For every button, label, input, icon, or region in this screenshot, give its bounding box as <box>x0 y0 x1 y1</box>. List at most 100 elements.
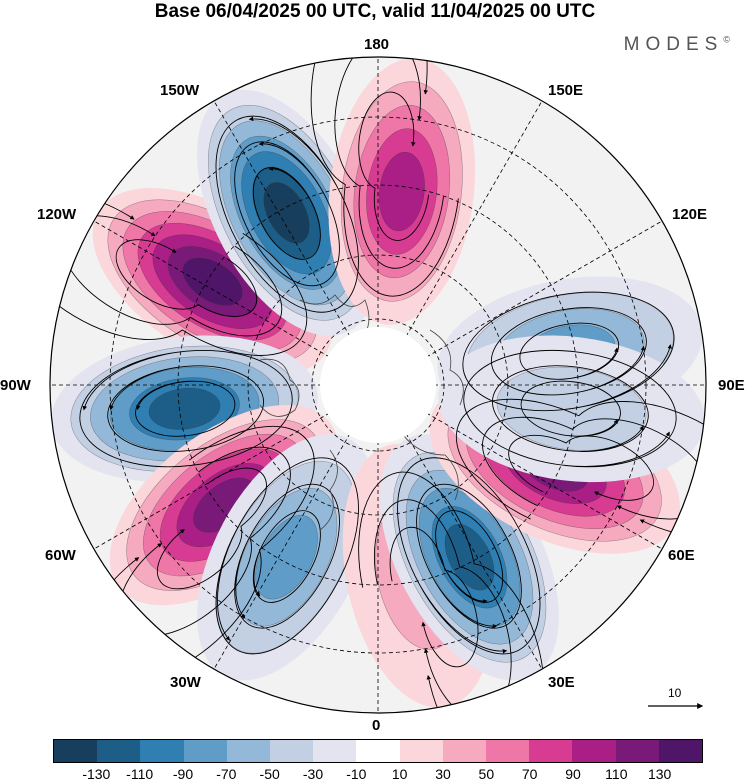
streamline <box>519 322 620 380</box>
meridian-line <box>377 100 543 386</box>
streamline <box>310 57 459 297</box>
streamline <box>234 483 340 629</box>
streamline <box>492 365 649 452</box>
streamline <box>234 141 340 287</box>
streamline <box>463 349 677 468</box>
logo-text: MODES <box>623 34 724 55</box>
streamline <box>397 457 541 655</box>
coastline <box>399 429 459 501</box>
streamline <box>520 380 621 437</box>
streamline <box>50 191 308 356</box>
circulation-streamlines <box>463 349 677 468</box>
colorbar-label: -90 <box>172 766 194 782</box>
circulation-streamlines <box>79 350 293 468</box>
colorbar-label: 50 <box>478 766 495 782</box>
colorbar-swatch <box>313 740 357 762</box>
colorbar-swatch <box>486 740 530 762</box>
meridian-line <box>377 220 663 386</box>
colorbar-label: -70 <box>216 766 237 782</box>
meridian-line <box>377 384 663 550</box>
colorbar-swatch <box>140 740 184 762</box>
anomaly-contour <box>182 257 243 306</box>
colorbar-label: -30 <box>302 766 324 782</box>
meridian-line <box>93 384 379 550</box>
lon-label-90w: 90W <box>0 377 31 394</box>
colorbar-swatch <box>572 740 616 762</box>
anomaly-contour <box>378 151 425 232</box>
colorbar-swatch <box>356 740 400 762</box>
colorbar-swatch <box>658 740 703 762</box>
streamline <box>416 483 522 629</box>
coastline <box>429 329 464 406</box>
map-border <box>49 56 707 714</box>
circulation-streamlines <box>310 57 459 297</box>
circulation-streamlines <box>358 471 545 713</box>
modes-logo: MODES© <box>624 34 730 56</box>
colorbar <box>53 739 703 763</box>
streamline <box>252 166 321 260</box>
lon-label-30e: 30E <box>548 674 575 691</box>
coastline <box>299 294 370 341</box>
latitude-circle <box>177 184 579 586</box>
anomaly-contour <box>444 524 495 591</box>
lon-label-60w: 60W <box>45 547 76 564</box>
anomaly-contour <box>255 515 318 600</box>
streamline <box>215 115 359 313</box>
coastline <box>259 358 300 417</box>
streamline <box>490 307 647 396</box>
streamline <box>215 457 359 655</box>
colorbar-swatch <box>183 740 227 762</box>
lon-label-120e: 120E <box>672 206 708 223</box>
streamline <box>79 350 293 468</box>
colorbar-swatch <box>54 740 98 762</box>
streamline <box>455 398 706 539</box>
meridian-line <box>213 384 379 670</box>
colorbar-swatch <box>226 740 271 762</box>
streamline <box>135 380 236 437</box>
copyright-mark: © <box>723 34 730 45</box>
lon-label-150e: 150E <box>548 82 584 99</box>
colorbar-swatch <box>399 740 443 762</box>
lon-label-60e: 60E <box>668 547 695 564</box>
streamline <box>252 510 321 603</box>
lon-label-180: 180 <box>364 36 390 53</box>
lon-label-0: 0 <box>372 717 381 734</box>
colorbar-label: -130 <box>82 766 111 782</box>
circulation-streamlines <box>215 457 359 655</box>
streamline <box>462 291 675 412</box>
colorbar-label: -10 <box>346 766 367 782</box>
map-title: Base 06/04/2025 00 UTC, valid 11/04/2025… <box>154 1 596 22</box>
streamline <box>107 365 265 452</box>
streamline <box>156 467 267 590</box>
colorbar-swatch <box>270 740 314 762</box>
streamline <box>115 239 258 317</box>
colorbar-swatch <box>529 740 573 762</box>
meridian-line <box>213 100 379 386</box>
circulation-streamlines <box>397 457 541 655</box>
streamline <box>435 510 504 604</box>
circulation-streamlines <box>215 115 359 313</box>
coastlines <box>259 294 464 531</box>
colorbar-swatch <box>615 740 659 762</box>
colorbar-label: -50 <box>259 766 280 782</box>
lon-label-120w: 120W <box>37 206 77 223</box>
streamline <box>358 471 545 713</box>
meridian-line <box>93 220 379 386</box>
colorbar-label: -110 <box>126 766 154 782</box>
streamline <box>334 57 444 269</box>
lon-label-150w: 150W <box>160 82 200 99</box>
reference-vector-label: 10 <box>668 686 682 700</box>
meridian-line <box>377 384 543 670</box>
graticule <box>50 57 706 713</box>
colorbar-swatch <box>97 740 141 762</box>
lon-label-90e: 90E <box>718 377 745 394</box>
latitude-circle <box>311 318 445 452</box>
streamline <box>358 91 430 241</box>
colorbar-label: 10 <box>391 766 408 782</box>
colorbar-label: 130 <box>647 766 672 782</box>
colorbar-label: 30 <box>435 766 451 782</box>
streamline <box>373 499 512 713</box>
colorbar-label: 90 <box>565 766 581 782</box>
coastline <box>319 449 338 531</box>
lon-label-30w: 30W <box>170 674 201 691</box>
